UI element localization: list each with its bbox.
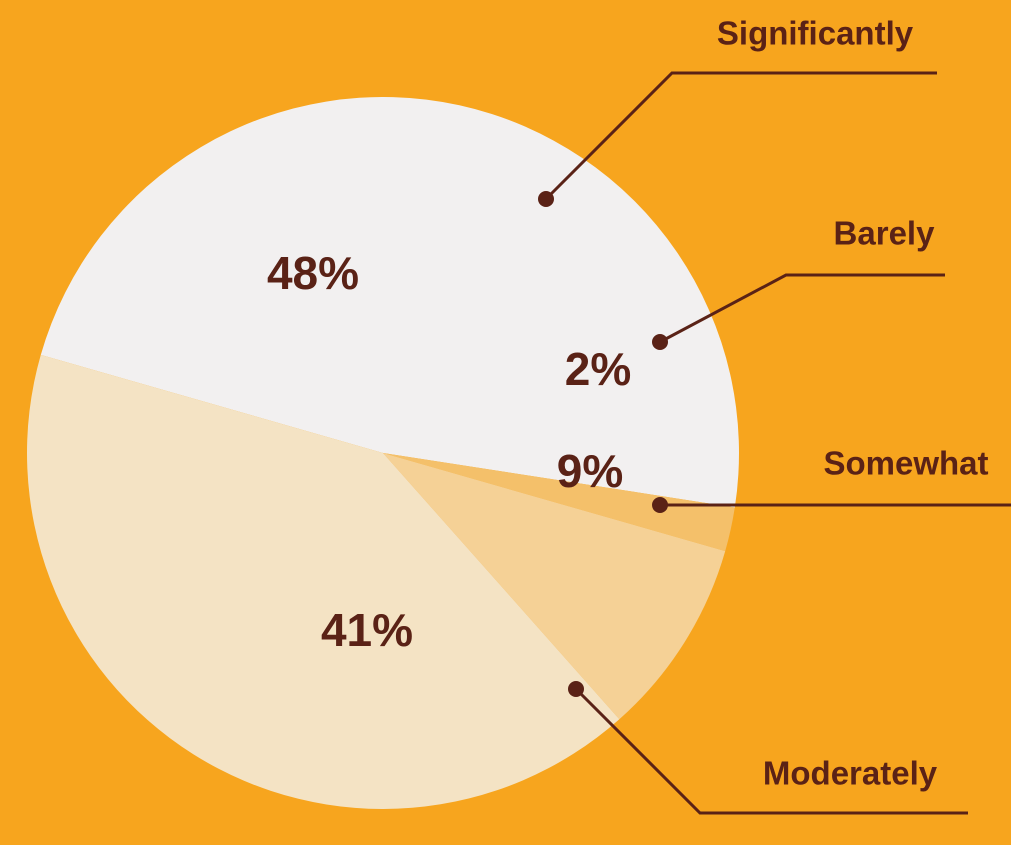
value-label-somewhat: 9%	[557, 445, 623, 497]
category-label-somewhat: Somewhat	[823, 445, 988, 482]
pie-slice-somewhat	[383, 453, 726, 720]
leader-dot-barely	[652, 334, 668, 350]
leader-dot-moderately	[568, 681, 584, 697]
leader-line-moderately	[574, 687, 968, 815]
value-label-moderately: 41%	[321, 604, 413, 656]
leader-dot-significantly	[538, 191, 554, 207]
leader-dot-somewhat	[652, 497, 668, 513]
value-label-significantly: 48%	[267, 247, 359, 299]
value-label-barely: 2%	[565, 343, 631, 395]
pie-slice-moderately	[26, 354, 620, 809]
category-label-significantly: Significantly	[717, 15, 914, 52]
pie-slice-barely	[383, 453, 735, 552]
pie-slice-significantly	[40, 96, 740, 508]
leader-line-significantly	[544, 71, 937, 201]
leader-line-barely	[659, 273, 945, 344]
pie-slices	[26, 96, 740, 809]
category-label-moderately: Moderately	[763, 755, 938, 792]
category-label-barely: Barely	[834, 215, 936, 252]
